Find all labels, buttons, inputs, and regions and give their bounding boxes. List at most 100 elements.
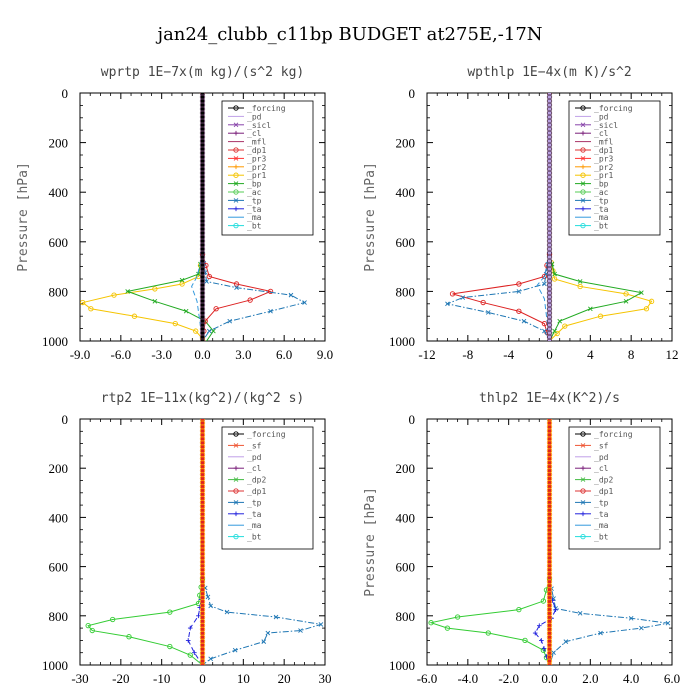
series-point <box>233 281 240 287</box>
series-point <box>204 279 209 284</box>
legend-box <box>568 426 661 550</box>
legend-label: _mfl <box>247 138 266 147</box>
x-tick-label: -2.0 <box>498 671 519 686</box>
x-tick-label: -10 <box>153 671 170 686</box>
legend-label: _forcing <box>247 104 286 113</box>
x-tick-label: -4.0 <box>458 671 479 686</box>
x-tick-label: 20 <box>278 671 291 686</box>
series-point <box>539 638 544 643</box>
legend-marker <box>580 511 586 517</box>
legend-marker <box>580 500 586 505</box>
series-group <box>80 93 307 341</box>
series-line-pr1 <box>549 93 653 341</box>
x-tick-label: -9.0 <box>70 347 91 362</box>
series-point <box>541 646 547 651</box>
y-tick-label: 600 <box>396 560 416 575</box>
series-point <box>577 611 583 616</box>
series-point <box>522 637 528 644</box>
series-point <box>88 306 94 312</box>
chart-panels: wprtp 1E−7x(m kg)/(s^2 kg) Pressure [hPa]… <box>16 65 680 686</box>
series-point <box>460 295 466 300</box>
series-point <box>546 662 553 665</box>
series-point <box>167 643 173 650</box>
x-tick-label: -6.0 <box>111 347 132 362</box>
legend-label: _bt <box>594 222 609 231</box>
legend-label: _dp1 <box>247 146 266 155</box>
x-tick-label: -3.0 <box>151 347 172 362</box>
series-point <box>199 662 206 665</box>
y-tick-label: 400 <box>396 185 416 200</box>
legend-marker <box>233 431 239 437</box>
legend-marker <box>580 533 586 540</box>
y-tick-label: 600 <box>49 235 69 250</box>
legend-label: _bt <box>247 533 262 542</box>
y-axis-label: Pressure [hPa] <box>363 487 378 597</box>
legend-label: _cl <box>594 464 609 473</box>
legend-label: _cl <box>594 129 609 138</box>
series-line-ma <box>536 93 550 341</box>
legend-label: _pr2 <box>594 163 613 172</box>
y-tick-label: 400 <box>396 510 416 525</box>
legend-marker <box>233 198 239 203</box>
legend-label: _ac <box>594 188 609 197</box>
series-point <box>183 308 189 314</box>
legend-label: _ma <box>594 521 609 530</box>
legend-marker <box>580 164 586 170</box>
x-tick-label: 0.0 <box>194 347 210 362</box>
x-tick-label: -8 <box>462 347 473 362</box>
series-point <box>623 291 629 297</box>
series-point <box>126 634 132 640</box>
legend-marker <box>580 172 586 178</box>
legend-label: _dp1 <box>247 487 266 496</box>
series-point <box>199 338 206 341</box>
series-point <box>152 299 158 304</box>
series-point <box>196 271 201 277</box>
x-tick-label: -12 <box>418 347 435 362</box>
x-tick-label: -30 <box>71 671 88 686</box>
chart-panel-4: thlp2 1E−4x(K^2)/s Pressure [hPa] -6.0 -4.0… <box>363 391 680 686</box>
legend-label: _ta <box>247 205 262 214</box>
series-group <box>85 419 324 665</box>
x-tick-label: 8 <box>628 347 635 362</box>
series-point <box>80 299 86 306</box>
series-point <box>192 650 197 655</box>
series-point <box>89 627 95 634</box>
legend-marker <box>233 477 239 482</box>
legend-marker <box>233 206 239 212</box>
panel-title: wpthlp 1E−4x(m K)/s^2 <box>467 65 631 80</box>
legend-marker <box>233 465 239 471</box>
legend-label: _tp <box>247 498 262 507</box>
y-tick-label: 800 <box>49 609 69 624</box>
series-point <box>554 330 560 337</box>
series-point <box>541 273 548 280</box>
legend-marker <box>233 222 239 229</box>
series-line-dp1 <box>87 419 203 665</box>
series-point <box>449 291 456 297</box>
legend-marker <box>580 147 586 153</box>
legend-marker <box>233 122 239 128</box>
y-tick-label: 800 <box>49 284 69 299</box>
y-tick-label: 600 <box>49 560 69 575</box>
series-point <box>428 620 434 626</box>
series-point <box>643 306 650 312</box>
legend-marker <box>233 500 239 505</box>
legend-marker <box>233 130 239 136</box>
legend-label: _pd <box>247 112 262 121</box>
y-tick-label: 0 <box>62 86 69 101</box>
series-point <box>557 318 563 324</box>
series-point <box>628 615 634 621</box>
legend-label: _bt <box>247 222 262 231</box>
legend-label: _dp2 <box>594 476 613 485</box>
series-point <box>485 630 491 636</box>
legend-marker <box>233 181 239 186</box>
series-point <box>562 323 568 329</box>
legend-marker <box>580 477 586 482</box>
series-point <box>247 297 253 303</box>
legend-label: _pr3 <box>247 154 266 163</box>
legend-marker <box>233 156 239 161</box>
series-point <box>598 630 603 636</box>
series-point <box>536 623 542 628</box>
legend-label: _ta <box>247 510 262 519</box>
legend-marker <box>233 488 239 494</box>
